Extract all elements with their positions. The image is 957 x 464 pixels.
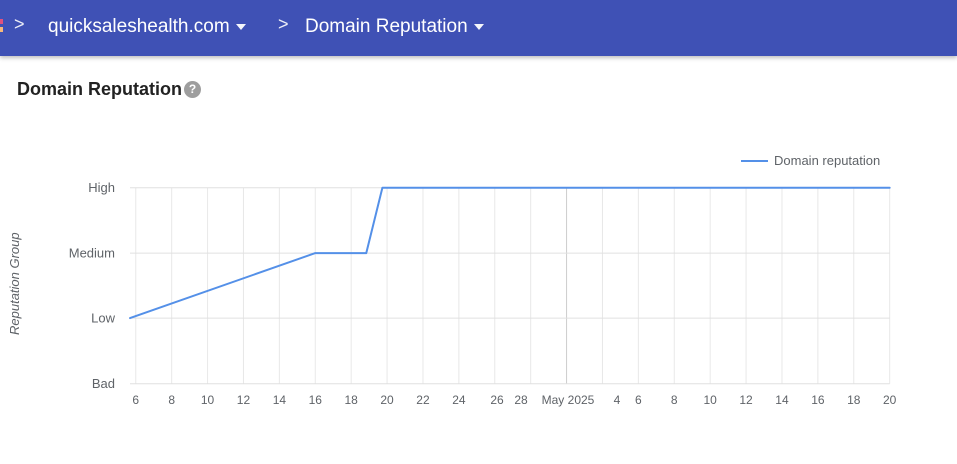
svg-text:16: 16 bbox=[811, 393, 825, 407]
svg-text:8: 8 bbox=[168, 393, 175, 407]
svg-text:26: 26 bbox=[490, 393, 504, 407]
svg-text:6: 6 bbox=[635, 393, 642, 407]
svg-text:14: 14 bbox=[775, 393, 789, 407]
svg-text:Bad: Bad bbox=[92, 376, 115, 391]
svg-text:10: 10 bbox=[703, 393, 717, 407]
svg-text:10: 10 bbox=[201, 393, 215, 407]
svg-text:12: 12 bbox=[237, 393, 251, 407]
svg-text:18: 18 bbox=[344, 393, 358, 407]
svg-text:20: 20 bbox=[380, 393, 394, 407]
svg-text:High: High bbox=[88, 180, 115, 195]
svg-text:24: 24 bbox=[452, 393, 466, 407]
svg-text:18: 18 bbox=[847, 393, 861, 407]
svg-text:20: 20 bbox=[883, 393, 897, 407]
svg-text:8: 8 bbox=[671, 393, 678, 407]
svg-text:12: 12 bbox=[739, 393, 753, 407]
svg-text:6: 6 bbox=[132, 393, 139, 407]
svg-text:4: 4 bbox=[614, 393, 621, 407]
svg-text:16: 16 bbox=[309, 393, 323, 407]
svg-text:14: 14 bbox=[273, 393, 287, 407]
svg-text:22: 22 bbox=[416, 393, 430, 407]
svg-text:Medium: Medium bbox=[69, 246, 115, 261]
svg-text:May 2025: May 2025 bbox=[542, 393, 595, 407]
svg-text:28: 28 bbox=[514, 393, 528, 407]
svg-text:Low: Low bbox=[91, 311, 115, 326]
